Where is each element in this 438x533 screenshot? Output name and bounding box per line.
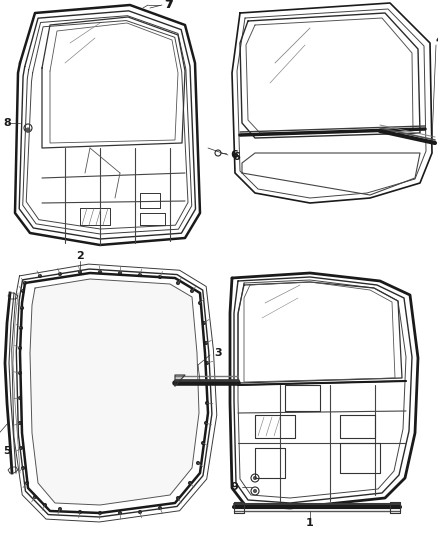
Circle shape (21, 289, 25, 293)
Circle shape (205, 361, 208, 365)
Circle shape (99, 512, 102, 514)
Text: 4: 4 (436, 35, 438, 45)
Circle shape (202, 321, 205, 325)
Circle shape (24, 281, 27, 285)
Circle shape (159, 276, 162, 279)
Circle shape (177, 497, 180, 499)
Text: 8: 8 (3, 118, 11, 128)
Circle shape (191, 289, 194, 293)
Circle shape (78, 271, 81, 273)
Circle shape (188, 481, 191, 484)
Circle shape (21, 466, 25, 470)
Circle shape (18, 346, 21, 350)
Circle shape (21, 306, 24, 310)
Text: 7: 7 (165, 0, 173, 10)
Text: 6: 6 (232, 152, 240, 162)
Text: 5: 5 (3, 446, 11, 456)
Circle shape (205, 401, 208, 405)
Text: 6: 6 (230, 150, 238, 160)
Circle shape (59, 507, 61, 511)
Circle shape (138, 511, 141, 513)
Circle shape (39, 274, 42, 278)
Circle shape (119, 271, 121, 274)
Circle shape (205, 342, 208, 344)
Text: 9: 9 (230, 482, 238, 492)
Circle shape (18, 397, 21, 400)
Circle shape (197, 462, 199, 464)
Circle shape (59, 272, 61, 276)
Circle shape (26, 128, 30, 132)
Circle shape (198, 302, 201, 304)
Circle shape (33, 496, 36, 498)
Polygon shape (175, 375, 185, 386)
Text: 7: 7 (164, 0, 172, 10)
Circle shape (99, 271, 102, 273)
Circle shape (18, 422, 21, 424)
Circle shape (43, 504, 46, 506)
Circle shape (20, 447, 22, 449)
Circle shape (201, 441, 205, 445)
Circle shape (205, 382, 208, 384)
Circle shape (177, 281, 180, 285)
Circle shape (20, 327, 22, 329)
Circle shape (254, 489, 257, 492)
Circle shape (78, 511, 81, 513)
Circle shape (159, 506, 162, 510)
Circle shape (254, 477, 257, 480)
Circle shape (119, 512, 121, 514)
Circle shape (138, 273, 141, 277)
Polygon shape (30, 279, 199, 505)
Text: 3: 3 (214, 348, 222, 358)
Circle shape (25, 481, 28, 484)
Circle shape (18, 372, 21, 375)
Text: 1: 1 (306, 518, 314, 528)
Text: 2: 2 (76, 251, 84, 261)
Circle shape (205, 422, 208, 424)
